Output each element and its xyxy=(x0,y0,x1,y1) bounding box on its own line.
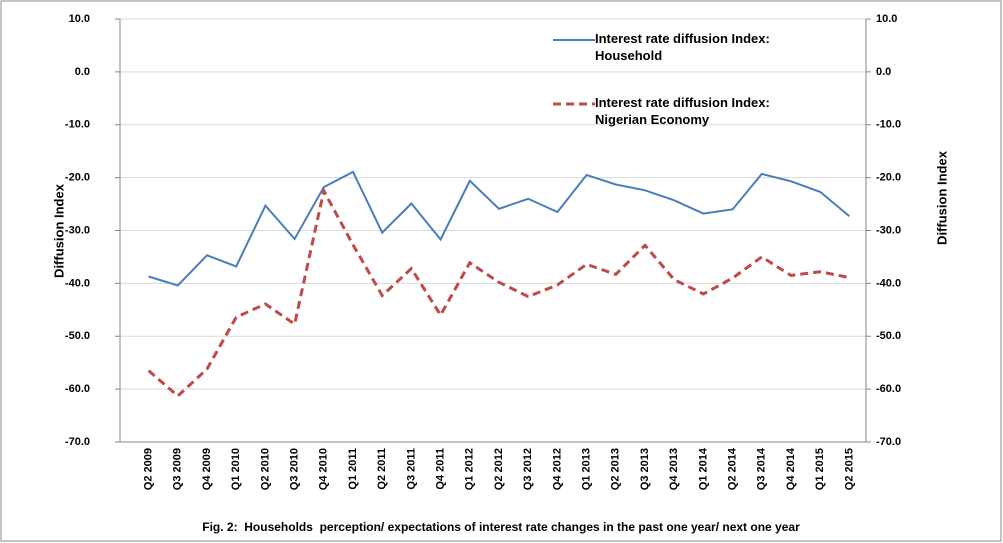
series-line xyxy=(148,170,851,287)
x-tick-label: Q2 2014 xyxy=(727,447,739,490)
x-tick-label: Q4 2013 xyxy=(668,448,680,490)
y2-tick-label: -60.0 xyxy=(876,383,901,395)
x-tick-label: Q4 2010 xyxy=(318,448,330,490)
x-tick-label: Q4 2011 xyxy=(435,448,447,490)
legend-label: Interest rate diffusion Index: Household xyxy=(595,31,770,63)
y2-tick-label: -40.0 xyxy=(876,277,901,289)
series-line xyxy=(147,186,850,399)
x-tick-label: Q1 2012 xyxy=(464,448,476,490)
y-axis-title: Diffusion Index xyxy=(51,183,66,278)
y-tick-label: -60.0 xyxy=(65,383,90,395)
x-tick-label: Q4 2012 xyxy=(551,448,563,490)
x-tick-label: Q2 2012 xyxy=(493,448,505,490)
x-tick-label: Q3 2010 xyxy=(289,448,301,490)
y-tick-label: -10.0 xyxy=(65,119,90,131)
y2-tick-label: -70.0 xyxy=(876,436,901,448)
y-tick-label: -30.0 xyxy=(65,224,90,236)
x-tick-label: Q3 2013 xyxy=(639,448,651,490)
chart-title: Fig. 2: Households perception/ expectati… xyxy=(202,520,800,534)
x-tick-label: Q2 2009 xyxy=(143,448,155,490)
x-tick-label: Q1 2014 xyxy=(697,447,709,490)
y-tick-label: 10.0 xyxy=(69,13,90,25)
y-tick-label: -40.0 xyxy=(65,277,90,289)
x-tick-label: Q3 2011 xyxy=(405,448,417,490)
y-tick-label: 0.0 xyxy=(75,66,90,78)
x-tick-label: Q3 2014 xyxy=(756,447,768,490)
y-tick-label: -20.0 xyxy=(65,172,90,184)
x-tick-label: Q1 2015 xyxy=(814,448,826,490)
x-tick-label: Q4 2014 xyxy=(785,447,797,490)
x-tick-label: Q3 2009 xyxy=(172,448,184,490)
x-tick-label: Q2 2015 xyxy=(843,448,855,490)
y2-tick-label: -50.0 xyxy=(876,330,901,342)
x-tick-label: Q4 2009 xyxy=(201,448,213,490)
x-tick-label: Q1 2013 xyxy=(581,448,593,490)
legend-label: Interest rate diffusion Index: Nigerian … xyxy=(595,95,770,127)
x-tick-label: Q1 2011 xyxy=(347,448,359,490)
y2-tick-label: -10.0 xyxy=(876,119,901,131)
x-tick-label: Q2 2013 xyxy=(610,448,622,490)
y-tick-label: -50.0 xyxy=(65,330,90,342)
y2-tick-label: 0.0 xyxy=(876,66,891,78)
y2-tick-label: 10.0 xyxy=(876,13,897,25)
x-tick-label: Q1 2010 xyxy=(230,448,242,490)
x-tick-label: Q2 2011 xyxy=(376,448,388,490)
y-tick-label: -70.0 xyxy=(65,436,90,448)
x-tick-label: Q3 2012 xyxy=(522,448,534,490)
y2-axis-title: Diffusion Index xyxy=(934,150,949,245)
y2-tick-label: -20.0 xyxy=(876,172,901,184)
x-tick-label: Q2 2010 xyxy=(259,448,271,490)
y2-tick-label: -30.0 xyxy=(876,224,901,236)
